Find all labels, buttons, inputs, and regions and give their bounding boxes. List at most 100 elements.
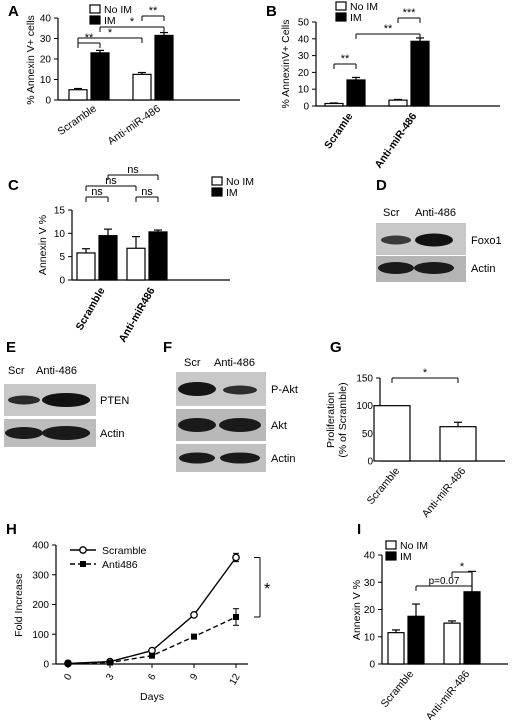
blot-d: Scr Anti-486 Foxo1 Actin [376, 207, 502, 282]
blot-d-band-actin-anti [414, 262, 454, 274]
H-xlabel: Days [140, 691, 164, 703]
A-ylabel: % Annexin V+ cells [25, 15, 37, 105]
A-bar-0-1 [90, 52, 110, 101]
blot-f-lane-anti: Anti-486 [214, 357, 255, 369]
G-category-label-0: Scramble [365, 465, 403, 507]
A-legend-label-0: No IM [104, 4, 132, 16]
B-ylabel: % AnnexinV+ Cells [280, 19, 292, 108]
B-category-label-0: Scramle [322, 111, 355, 151]
A-legend-label-1: IM [104, 15, 116, 27]
C-bar-0-0 [76, 252, 96, 281]
blot-f-lane-scr: Scr [184, 357, 201, 369]
panel-label-g: G [330, 339, 342, 356]
C-bar-1-1 [148, 231, 168, 281]
B-ytick-label-3: 30 [298, 51, 310, 62]
H-xtick-label-3: 9 [188, 672, 201, 683]
C-ytick-label-3: 15 [54, 206, 66, 217]
H-point-1-0 [65, 660, 71, 667]
H-ytick-label-1: 100 [32, 630, 49, 641]
H-xtick-label-2: 6 [146, 672, 159, 683]
blot-d-row-actin: Actin [471, 263, 495, 275]
C-sig-label-1: ns [141, 186, 153, 198]
C-sig-label-0: ns [91, 186, 103, 198]
C-legend-swatch-1 [211, 187, 223, 197]
blot-e-band-pten-anti [42, 393, 90, 407]
blot-f: Scr Anti-486 P-Akt Akt Actin [176, 357, 298, 472]
C-category-label-1: Anti-miR486 [117, 285, 158, 344]
A-ytick-label-3: 30 [40, 34, 52, 45]
B-sig-label-1: *** [403, 7, 417, 19]
A-sig-label-2: * [130, 16, 135, 28]
panel-label-f: F [163, 339, 172, 356]
C-ytick-label-0: 0 [59, 276, 65, 287]
H-xtick-label-0: 0 [62, 672, 75, 683]
blot-f-band-actin-anti [220, 452, 260, 464]
G-ytick-label-2: 100 [356, 401, 373, 412]
I-legend-label-1: IM [400, 551, 412, 563]
I-ytick-label-2: 20 [364, 605, 376, 616]
B-ytick-label-1: 10 [298, 85, 310, 96]
I-sig-label-0: * [460, 561, 465, 573]
I-ytick-label-0: 0 [369, 660, 375, 671]
H-legend-label-0: Scramble [102, 545, 147, 557]
C-ylabel: Annexin V % [37, 215, 49, 275]
H-ytick-label-2: 200 [32, 600, 49, 611]
H-point-1-1 [107, 659, 113, 666]
B-sig-label-0: ** [341, 53, 350, 65]
A-bar-1-0 [132, 73, 152, 101]
blot-e-row-pten: PTEN [100, 395, 129, 407]
A-bar-0-0 [68, 89, 88, 101]
C-legend-swatch-0 [211, 176, 223, 186]
blot-f-band-akt-anti [219, 418, 261, 432]
B-ytick-label-5: 50 [298, 18, 310, 29]
H-point-0-3 [190, 611, 198, 619]
B-bar-0-0 [324, 102, 344, 107]
H-point-0-4 [232, 553, 240, 562]
A-bar-1-1 [154, 34, 174, 101]
B-legend-label-1: IM [350, 12, 362, 24]
blot-f-band-akt-scr [178, 418, 216, 432]
blot-d-lane-anti: Anti-486 [415, 207, 456, 219]
blot-e-lane-scr: Scr [8, 365, 25, 377]
G-ylabel: Proliferation [325, 392, 337, 448]
C-bar-0-1 [98, 235, 118, 281]
I-legend-swatch-0 [385, 540, 397, 550]
A-category-label-0: Scramble [56, 103, 99, 138]
I-category-label-1: Anti-miR-486 [424, 668, 473, 720]
B-bar-0-1 [346, 79, 366, 107]
panel-label-b: B [266, 3, 277, 20]
C-sig-label-2: ns [105, 175, 117, 187]
H-ylabel: Fold Increase [13, 573, 25, 637]
panel-label-e: E [6, 339, 16, 356]
panel-label-a: A [8, 3, 19, 20]
G-ytick-label-0: 0 [367, 457, 373, 468]
B-ytick-label-4: 40 [298, 34, 310, 45]
G-ytick-label-3: 150 [356, 374, 373, 385]
I-bar-1-0 [443, 622, 461, 665]
A-ytick-label-2: 20 [40, 55, 52, 66]
H-ytick-label-0: 0 [43, 660, 49, 671]
B-legend-label-0: No IM [350, 1, 378, 13]
blot-d-band-foxo1-scr [381, 235, 411, 245]
blot-f-row-pakt: P-Akt [271, 384, 298, 396]
B-legend-swatch-0 [335, 1, 347, 11]
I-bar-0-1 [407, 615, 425, 665]
panel-label-i: I [357, 521, 361, 538]
A-sig-label-1: ** [149, 5, 158, 17]
C-category-label-0: Scramble [74, 285, 108, 332]
H-xtick-label-4: 12 [228, 672, 243, 688]
A-sig-label-3: * [108, 27, 113, 39]
C-ytick-label-2: 10 [54, 229, 66, 240]
G-sig-label-0: * [423, 367, 428, 379]
I-category-label-0: Scramble [379, 668, 417, 710]
G-bar-1-0 [439, 426, 477, 462]
H-legend-marker-1 [80, 561, 86, 567]
blot-e-band-actin-scr [5, 427, 43, 439]
panel-label-d: D [376, 177, 387, 194]
I-legend-swatch-1 [385, 551, 397, 561]
H-xtick-label-1: 3 [104, 672, 117, 683]
C-bar-1-0 [126, 247, 146, 281]
H-ytick-label-4: 400 [32, 541, 49, 552]
I-bar-1-1 [463, 591, 481, 665]
